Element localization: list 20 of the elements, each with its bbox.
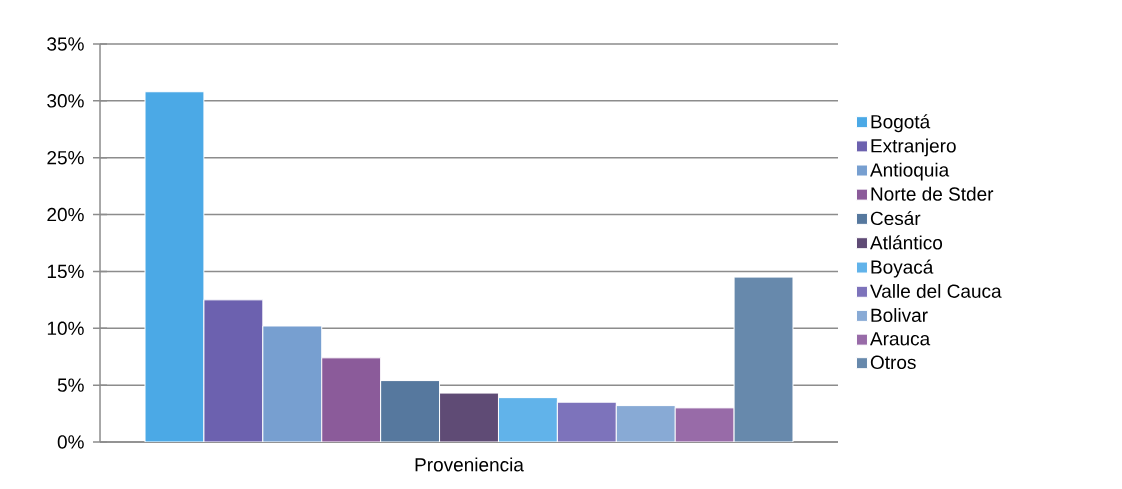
y-tick-label: 35% — [47, 37, 84, 51]
legend-label: Norte de Stder — [871, 186, 994, 201]
y-tick-label: 20% — [47, 207, 84, 222]
legend-label: Extranjero — [871, 138, 956, 157]
legend-label: Antioquia — [870, 162, 950, 181]
legend-label: Atlántico — [870, 235, 943, 250]
y-tick-label: 15% — [47, 264, 84, 279]
legend-label: Arauca — [870, 332, 931, 346]
legend-label: Bolivar — [871, 308, 928, 323]
y-tick-label: 10% — [47, 321, 84, 335]
legend-label: Cesár — [870, 210, 921, 226]
y-tick-label: 5% — [57, 378, 84, 392]
legend-label: Otros — [870, 355, 916, 370]
y-tick-label: 25% — [47, 150, 84, 165]
legend-label: Boyacá — [871, 259, 934, 278]
y-tick-label: 0% — [57, 435, 84, 449]
x-tick-label: Proveniencia — [415, 457, 524, 472]
legend-label: Valle del Cauca — [870, 283, 1002, 298]
legend-label: Bogotá — [871, 114, 931, 133]
y-tick-label: 30% — [47, 94, 84, 108]
